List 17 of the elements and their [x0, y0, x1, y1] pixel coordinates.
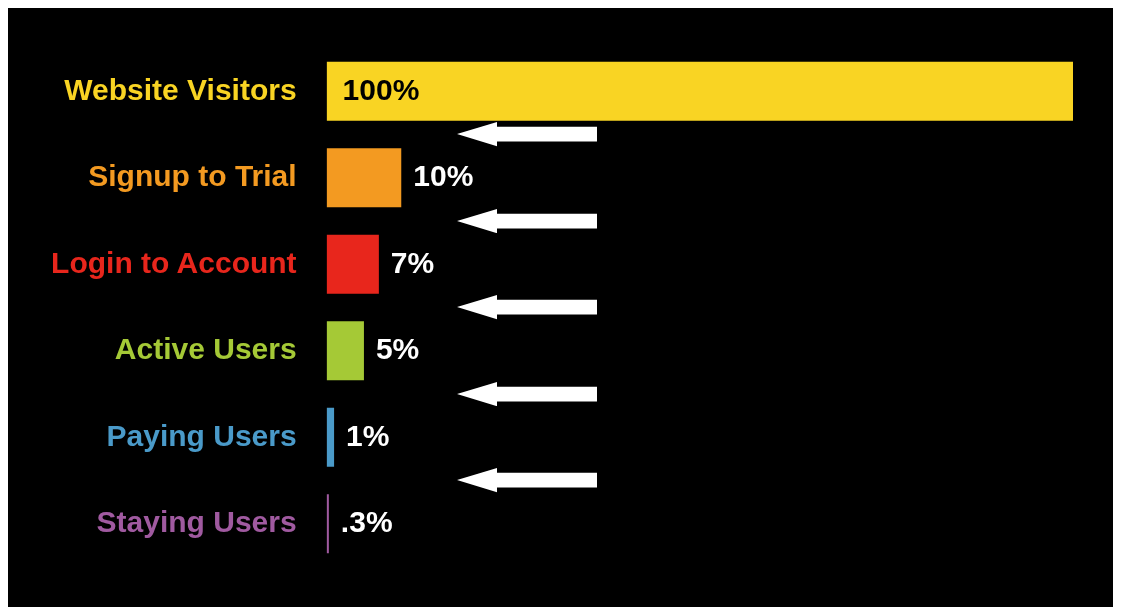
data-label: 1% — [346, 418, 390, 452]
y-tick-label: Paying Users — [106, 418, 297, 452]
y-tick-label: Staying Users — [96, 505, 297, 539]
y-tick-label: Active Users — [114, 332, 297, 366]
y-tick-label: Login to Account — [51, 245, 297, 279]
bar — [326, 407, 335, 467]
y-tick-label: Website Visitors — [64, 72, 297, 106]
data-label: 100% — [342, 72, 420, 106]
y-tick-label: Signup to Trial — [88, 159, 297, 193]
bar — [326, 321, 364, 381]
data-label: 10% — [413, 159, 474, 193]
data-label: 7% — [390, 245, 435, 279]
bar — [326, 234, 379, 294]
bar — [326, 61, 1073, 121]
data-label: 5% — [375, 332, 420, 366]
bar — [326, 148, 402, 208]
data-label: .3% — [340, 505, 393, 539]
